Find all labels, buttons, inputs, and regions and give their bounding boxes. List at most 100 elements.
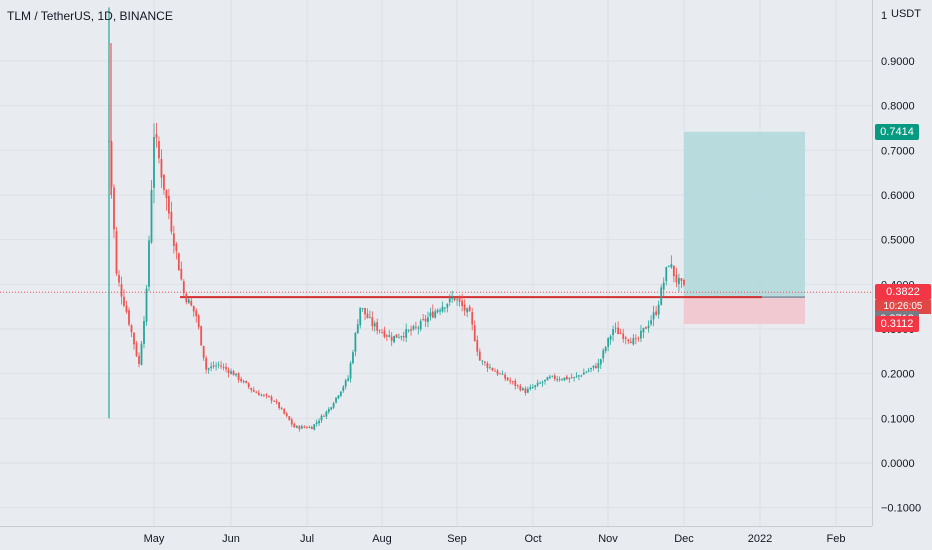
candle-body [489, 367, 491, 368]
candle-body [667, 266, 670, 267]
price-axis-top-tick: 1 [881, 10, 888, 22]
candle-countdown: 10:26:05 [875, 300, 931, 315]
candle-body [553, 375, 556, 380]
candle-body [215, 365, 217, 367]
candle-body [551, 375, 554, 377]
candle-body [461, 300, 464, 306]
candle-body [359, 307, 362, 326]
candle-body [217, 364, 220, 366]
candle-body [361, 308, 364, 309]
chart-area[interactable]: TLM / TetherUS, 1D, BINANCE [0, 0, 872, 526]
time-axis[interactable]: May Jun Jul Aug Sep Oct Nov Dec 2022 Feb [0, 526, 872, 550]
candle-body [458, 297, 461, 302]
candle-body [135, 343, 138, 356]
candle-body [494, 370, 496, 372]
candle-body [115, 231, 118, 274]
candle-body [150, 189, 153, 243]
candle-body [148, 240, 150, 287]
candle-body [310, 426, 313, 430]
candle-body [187, 299, 190, 304]
candle-body [446, 303, 449, 308]
candle-body [516, 385, 519, 386]
candle-body [337, 395, 340, 399]
candle-body [330, 407, 333, 410]
candle-body [662, 282, 665, 290]
candle-body [371, 317, 374, 327]
candle-body [250, 387, 253, 391]
price-axis[interactable]: 0.90000.80000.70000.60000.50000.40000.30… [872, 0, 932, 526]
candle-body [402, 336, 405, 338]
candle-body [541, 382, 544, 384]
candle-body [509, 380, 512, 382]
candle-body [578, 375, 580, 377]
candle-body [612, 329, 614, 336]
candlestick-chart[interactable] [0, 0, 872, 526]
candle-body [270, 396, 273, 401]
candle-body [369, 316, 371, 318]
target-price-tag: 0.7414 [875, 123, 919, 140]
candle-body [225, 366, 227, 370]
candle-body [617, 327, 620, 335]
candle-body [665, 267, 668, 282]
price-axis-ticks: 0.90000.80000.70000.60000.50000.40000.30… [881, 56, 921, 515]
candle-body [622, 333, 625, 339]
candle-body [118, 275, 120, 283]
stop-zone [684, 297, 805, 324]
candle-body [242, 381, 245, 382]
candle-body [539, 382, 542, 384]
candle-body [222, 366, 225, 368]
candle-body [499, 373, 501, 375]
candle-body [145, 288, 148, 322]
candle-body [599, 359, 602, 365]
candle-body [130, 325, 133, 333]
candle-body [637, 337, 640, 339]
candle-body [332, 403, 335, 408]
candle-body [419, 320, 422, 330]
candle-body [168, 195, 170, 214]
candle-body [549, 376, 551, 379]
candle-body [624, 337, 627, 339]
candle-body [308, 426, 311, 428]
candle-body [255, 392, 258, 394]
candle-body [385, 335, 388, 337]
candle-body [614, 327, 617, 329]
candle-body [235, 373, 237, 376]
candle-body [283, 408, 286, 414]
candle-body [342, 386, 345, 391]
target-zone [684, 131, 805, 298]
candle-body [650, 320, 652, 325]
candle-body [417, 327, 420, 329]
candle-body [595, 366, 597, 369]
candle-body [354, 333, 357, 352]
candle-body [318, 420, 320, 424]
candle-body [305, 427, 308, 429]
price-tick-label: 0.0000 [881, 458, 915, 470]
candle-body [260, 394, 263, 396]
candle-body [190, 300, 193, 306]
candle-body [200, 326, 203, 346]
candle-body [431, 311, 434, 318]
candle-body [678, 277, 680, 285]
candle-body [366, 313, 369, 318]
candle-body [352, 352, 354, 364]
candle-body [400, 336, 403, 338]
candle-body [356, 324, 359, 334]
time-label-feb: Feb [826, 533, 846, 545]
candle-body [453, 297, 456, 301]
candle-body [140, 343, 143, 365]
candle-body [575, 375, 578, 377]
candle-body [496, 370, 499, 375]
price-tick-label: 0.6000 [881, 190, 915, 202]
current-price-tag: 0.3822 [875, 284, 931, 301]
candle-body [463, 304, 466, 311]
chart-title: TLM / TetherUS, 1D, BINANCE [7, 9, 173, 23]
candle-body [339, 391, 342, 396]
candle-body [597, 363, 600, 369]
candle-body [295, 425, 298, 428]
candle-body [153, 136, 155, 188]
candle-body [388, 335, 391, 337]
candle-body [683, 279, 685, 285]
time-label-jun: Jun [222, 533, 240, 545]
candle-body [434, 311, 437, 318]
candle-body [288, 416, 291, 421]
